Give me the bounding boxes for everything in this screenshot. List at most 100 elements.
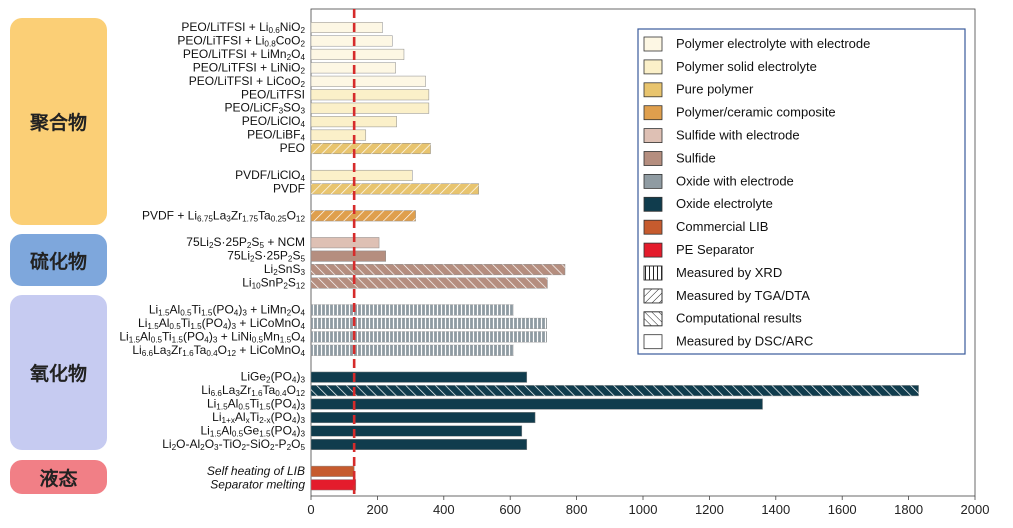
legend-swatch-6 [643, 173, 663, 189]
x-tick-label-10: 2000 [961, 502, 990, 517]
bar-label-7: PEO/LiClO4 [242, 114, 306, 128]
bar-pattern-9 [311, 143, 431, 154]
bar-label-0: PEO/LiTFSI + Li0.6NiO2 [181, 20, 305, 34]
legend-swatch-1 [643, 59, 663, 75]
bar-label-19: Li1.5Al0.5Ti1.5(PO4)3 + LiNi0.5Mn1.5O4 [119, 330, 305, 344]
x-tick-label-2: 400 [433, 502, 455, 517]
bar-0 [310, 22, 383, 33]
legend-label-12: Computational results [676, 311, 802, 326]
x-tick-label-0: 0 [307, 502, 314, 517]
x-tick-label-8: 1600 [828, 502, 857, 517]
legend-label-0: Polymer electrolyte with electrode [676, 36, 870, 51]
x-tick-label-7: 1400 [761, 502, 790, 517]
bar-label-24: Li1+xAlxTi2-x(PO4)3 [212, 410, 305, 424]
bar-label-3: PEO/LiTFSI + LiNiO2 [193, 61, 306, 75]
bar-label-2: PEO/LiTFSI + LiMn2O4 [183, 47, 306, 61]
x-tick-label-1: 200 [367, 502, 389, 517]
bar-label-11: PVDF [273, 182, 305, 196]
bar-14 [310, 250, 386, 262]
bar-pattern-22 [311, 385, 919, 396]
legend-label-3: Polymer/ceramic composite [676, 105, 836, 120]
legend-label-5: Sulfide [676, 150, 716, 165]
bar-pattern-19 [311, 331, 547, 343]
legend-label-10: Measured by XRD [676, 265, 782, 280]
bar-pattern-11 [311, 183, 479, 195]
bar-label-15: Li2SnS3 [264, 262, 306, 276]
legend-swatch-2 [643, 82, 663, 98]
bar-28 [310, 479, 357, 491]
bar-label-1: PEO/LiTFSI + Li0.8CoO2 [177, 34, 305, 48]
bar-label-25: Li1.5Al0.5Ge1.5(PO4)3 [201, 424, 306, 438]
bar-label-26: Li2O-Al2O3-TiO2-SiO2-P2O5 [162, 437, 305, 451]
bar-6 [310, 102, 430, 114]
bar-label-17: Li1.5Al0.5Ti1.5(PO4)3 + LiMn2O4 [149, 303, 306, 317]
bar-10 [310, 169, 413, 181]
legend-label-1: Polymer solid electrolyte [676, 59, 817, 74]
x-tick-label-3: 600 [499, 502, 521, 517]
legend-swatch-5 [643, 151, 663, 166]
legend-swatch-3 [643, 105, 663, 121]
bar-5 [310, 89, 430, 101]
category-label-0: 聚合物 [10, 18, 107, 225]
bar-pattern-12 [311, 210, 416, 222]
bar-label-21: LiGe2(PO4)3 [241, 370, 306, 384]
category-label-1: 硫化物 [10, 234, 107, 286]
bar-26 [310, 438, 528, 450]
bar-label-4: PEO/LiTFSI + LiCoO2 [189, 74, 306, 88]
bar-pattern-17 [311, 304, 514, 316]
bar-label-9: PEO [280, 141, 305, 155]
bar-pattern-15 [311, 264, 565, 275]
bar-8 [310, 129, 367, 141]
bar-label-13: 75Li2S·25P2S5 + NCM [186, 235, 305, 249]
bar-27 [310, 465, 355, 477]
bar-label-12: PVDF + Li6.75La3Zr1.75Ta0.25O12 [142, 208, 305, 222]
bar-label-14: 75Li2S·25P2S5 [227, 249, 305, 263]
bar-label-27: Self heating of LIB [207, 464, 305, 478]
legend-label-2: Pure polymer [676, 82, 754, 97]
legend-swatch-9 [643, 242, 663, 258]
legend-label-7: Oxide electrolyte [676, 196, 773, 211]
bar-label-23: Li1.5Al0.5Ti1.5(PO4)3 [207, 397, 306, 411]
bar-label-28: Separator melting [210, 477, 305, 491]
bar-1 [310, 35, 393, 47]
bar-label-6: PEO/LiCF3SO3 [225, 101, 306, 115]
legend-swatch-8 [643, 219, 663, 235]
bar-13 [310, 237, 380, 249]
legend-label-13: Measured by DSC/ARC [676, 334, 813, 349]
bar-24 [310, 412, 536, 424]
x-tick-label-6: 1200 [695, 502, 724, 517]
bar-25 [310, 425, 523, 437]
legend-label-11: Measured by TGA/DTA [676, 288, 810, 303]
legend-label-6: Oxide with electrode [676, 173, 794, 188]
legend-swatch-7 [643, 196, 663, 212]
x-tick-label-9: 1800 [894, 502, 923, 517]
legend-label-4: Sulfide with electrode [676, 128, 800, 143]
category-label-2: 氧化物 [10, 295, 107, 450]
x-tick-label-4: 800 [566, 502, 588, 517]
bar-label-8: PEO/LiBF4 [247, 128, 305, 142]
bar-label-16: Li10SnP2S12 [242, 276, 305, 290]
bar-23 [310, 398, 763, 410]
legend-swatch-pattern-10 [643, 265, 663, 281]
bar-4 [310, 75, 426, 87]
category-label-3: 液态 [10, 460, 107, 494]
bar-pattern-18 [311, 318, 547, 329]
legend-label-8: Commercial LIB [676, 219, 768, 234]
legend-box [637, 28, 966, 355]
bar-label-20: Li6.6La3Zr1.6Ta0.4O12 + LiCoMnO4 [132, 343, 305, 357]
legend-swatch-4 [643, 128, 663, 144]
bar-label-18: Li1.5Al0.5Ti1.5(PO4)3 + LiCoMnO4 [138, 316, 305, 330]
legend-swatch-pattern-11 [643, 288, 663, 304]
bar-label-22: Li6.6La3Zr1.6Ta0.4O12 [201, 383, 305, 397]
bar-label-5: PEO/LiTFSI [241, 87, 305, 101]
x-tick-label-5: 1000 [629, 502, 658, 517]
bar-2 [310, 48, 405, 60]
legend-label-9: PE Separator [676, 242, 755, 257]
bar-label-10: PVDF/LiClO4 [235, 168, 305, 182]
bar-pattern-20 [311, 345, 514, 356]
legend-swatch-0 [643, 36, 663, 52]
bar-pattern-16 [311, 277, 548, 289]
legend-swatch-pattern-12 [643, 311, 663, 327]
bar-21 [310, 371, 528, 383]
